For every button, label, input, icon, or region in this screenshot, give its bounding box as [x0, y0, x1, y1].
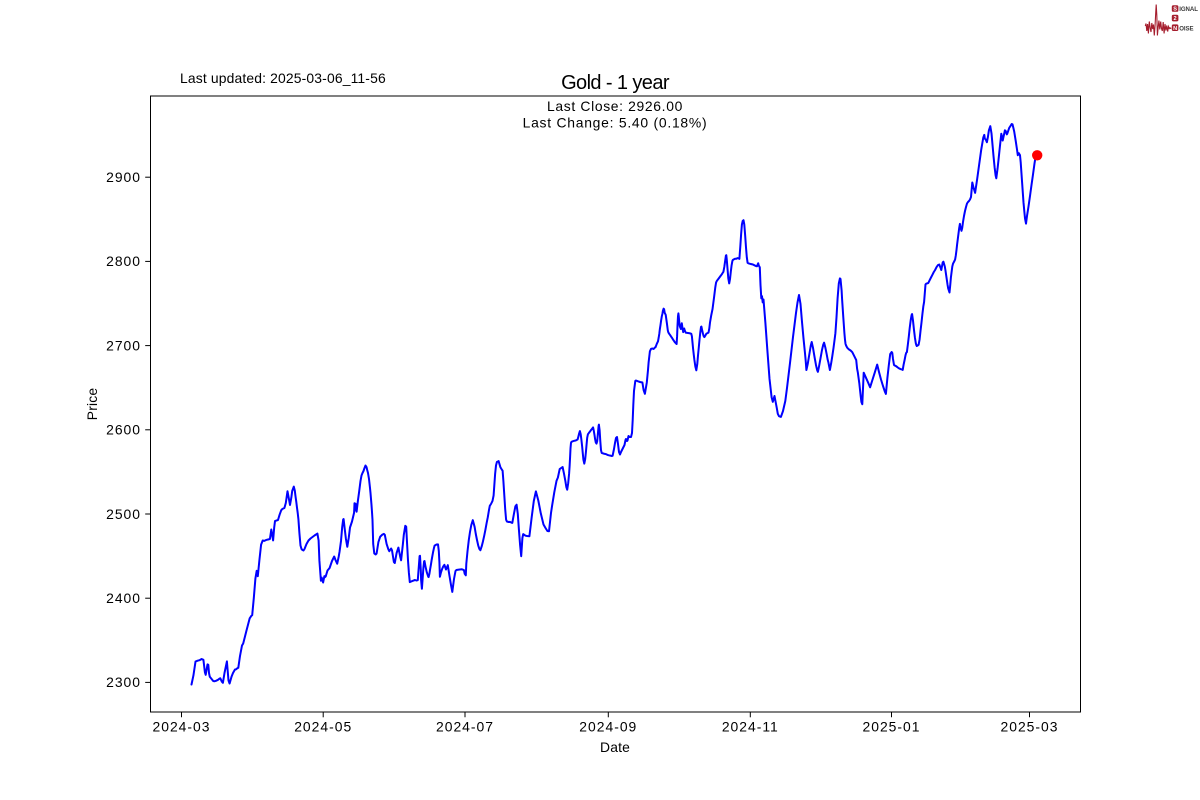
svg-text:2700: 2700: [106, 337, 141, 353]
svg-text:2025-01: 2025-01: [863, 719, 921, 735]
svg-text:2400: 2400: [106, 590, 141, 606]
svg-text:2800: 2800: [106, 253, 141, 269]
svg-text:2024-07: 2024-07: [436, 719, 494, 735]
svg-text:2024-09: 2024-09: [579, 719, 637, 735]
svg-text:IGNAL: IGNAL: [1179, 6, 1198, 13]
svg-text:Last Close: 2926.00: Last Close: 2926.00: [547, 98, 683, 114]
svg-text:2300: 2300: [106, 674, 141, 690]
svg-text:2024-05: 2024-05: [294, 719, 352, 735]
svg-text:S: S: [1173, 7, 1177, 13]
svg-text:Last updated: 2025-03-06_11-56: Last updated: 2025-03-06_11-56: [180, 70, 386, 86]
svg-text:2500: 2500: [106, 506, 141, 522]
svg-text:2025-03: 2025-03: [1001, 719, 1059, 735]
svg-text:OISE: OISE: [1179, 25, 1193, 32]
svg-text:2024-03: 2024-03: [153, 719, 211, 735]
svg-text:2900: 2900: [106, 169, 141, 185]
svg-text:Gold - 1 year: Gold - 1 year: [561, 72, 670, 94]
svg-text:2024-11: 2024-11: [722, 719, 779, 735]
svg-text:2600: 2600: [106, 422, 141, 438]
svg-text:2: 2: [1174, 16, 1177, 22]
svg-text:N: N: [1173, 26, 1177, 32]
svg-text:Last Change: 5.40 (0.18%): Last Change: 5.40 (0.18%): [523, 115, 708, 131]
svg-text:Price: Price: [84, 388, 100, 421]
svg-text:Date: Date: [600, 739, 630, 755]
